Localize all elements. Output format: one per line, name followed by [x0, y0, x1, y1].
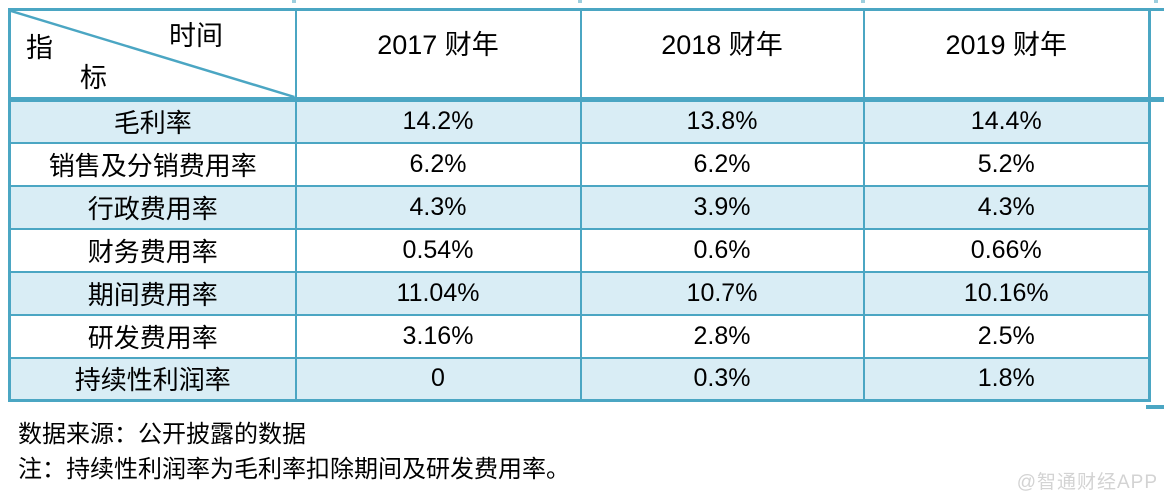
value-cell: 6.2%: [579, 141, 865, 187]
cropped-border-tick: [861, 0, 865, 3]
financial-metrics-table: 时间 指 标 2017 财年 2018 财年 2019 财年 毛利率 14.2%…: [8, 8, 1151, 402]
table-row: 毛利率 14.2% 13.8% 14.4%: [8, 98, 1151, 144]
table-border-extension: [1146, 405, 1164, 409]
value-cell: 2.8%: [579, 313, 865, 359]
value-cell: 10.16%: [862, 270, 1151, 316]
cropped-border-tick: [292, 0, 296, 3]
value-cell: 0.54%: [294, 227, 582, 273]
value-cell: 4.3%: [862, 184, 1151, 230]
value-cell: 1.8%: [862, 356, 1151, 402]
diagonal-divider: [11, 11, 291, 95]
value-cell: 0.6%: [579, 227, 865, 273]
corner-indicator-label-bottom: 标: [80, 63, 107, 93]
row-label-cell: 毛利率: [8, 98, 297, 144]
cropped-border-tick: [578, 0, 582, 3]
value-cell: 4.3%: [294, 184, 582, 230]
value-cell: 10.7%: [579, 270, 865, 316]
data-source-note: 数据来源：公开披露的数据: [18, 422, 306, 448]
value-cell: 14.2%: [294, 98, 582, 144]
row-label-cell: 研发费用率: [8, 313, 297, 359]
row-label-cell: 财务费用率: [8, 227, 297, 273]
corner-indicator-label-top: 指: [26, 33, 53, 63]
table-row: 期间费用率 11.04% 10.7% 10.16%: [8, 270, 1151, 316]
table-border-extension: [1146, 97, 1164, 102]
footnote: 注：持续性利润率为毛利率扣除期间及研发费用率。: [18, 457, 570, 483]
value-cell: 3.9%: [579, 184, 865, 230]
header-row: 时间 指 标 2017 财年 2018 财年 2019 财年: [8, 8, 1151, 102]
value-cell: 0.66%: [862, 227, 1151, 273]
cropped-border-tick: [1154, 0, 1158, 3]
value-cell: 0: [294, 356, 582, 402]
watermark: @智通财经APP: [1016, 472, 1158, 493]
value-cell: 14.4%: [862, 98, 1151, 144]
value-cell: 11.04%: [294, 270, 582, 316]
row-label-cell: 销售及分销费用率: [8, 141, 297, 187]
row-label-cell: 持续性利润率: [8, 356, 297, 402]
table-row: 财务费用率 0.54% 0.6% 0.66%: [8, 227, 1151, 273]
value-cell: 13.8%: [579, 98, 865, 144]
value-cell: 2.5%: [862, 313, 1151, 359]
row-label-cell: 期间费用率: [8, 270, 297, 316]
value-cell: 5.2%: [862, 141, 1151, 187]
table-row: 研发费用率 3.16% 2.8% 2.5%: [8, 313, 1151, 359]
year-column-header-2019: 2019 财年: [862, 8, 1151, 102]
value-cell: 6.2%: [294, 141, 582, 187]
row-label-cell: 行政费用率: [8, 184, 297, 230]
table-border-extension: [1146, 8, 1164, 11]
corner-header-cell: 时间 指 标: [8, 8, 297, 102]
table-row: 持续性利润率 0 0.3% 1.8%: [8, 356, 1151, 402]
value-cell: 0.3%: [579, 356, 865, 402]
table-row: 销售及分销费用率 6.2% 6.2% 5.2%: [8, 141, 1151, 187]
year-column-header-2018: 2018 财年: [579, 8, 865, 102]
value-cell: 3.16%: [294, 313, 582, 359]
corner-time-label: 时间: [169, 21, 223, 51]
table-row: 行政费用率 4.3% 3.9% 4.3%: [8, 184, 1151, 230]
year-column-header-2017: 2017 财年: [294, 8, 582, 102]
